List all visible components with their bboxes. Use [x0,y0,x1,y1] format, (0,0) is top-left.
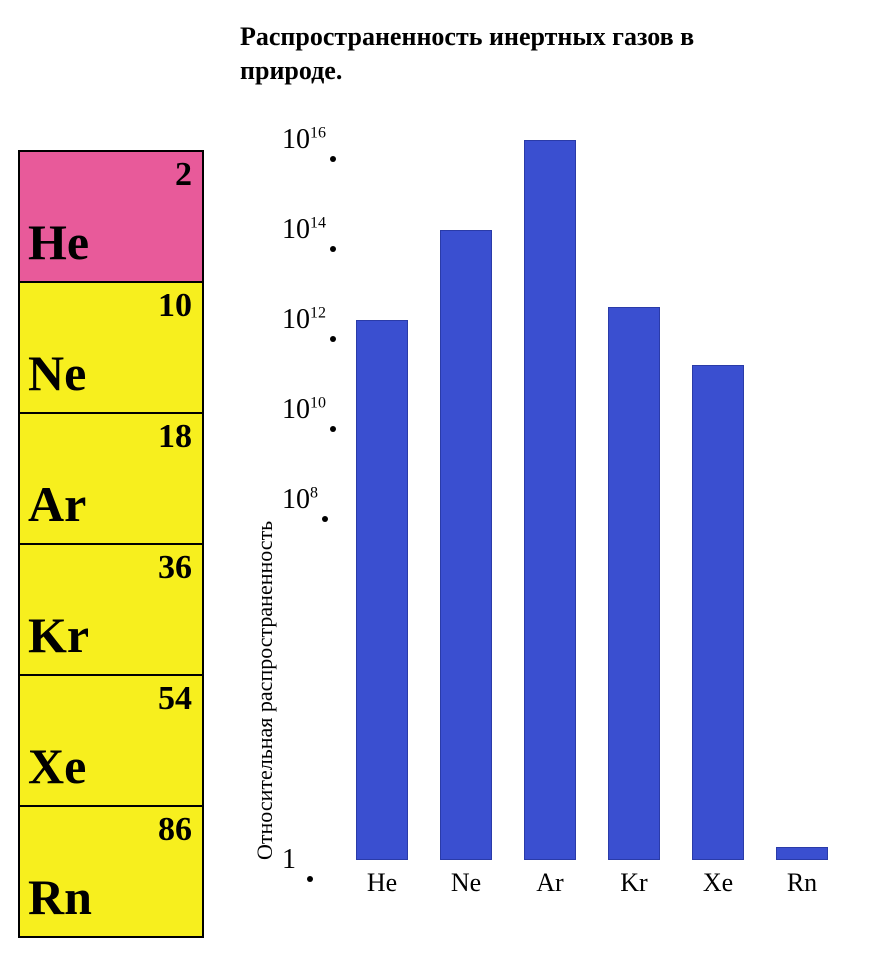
element-column: 2 He 10 Ne 18 Ar 36 Kr 54 Xe 86 Rn [18,150,204,938]
element-cell-rn: 86 Rn [19,806,203,937]
atomic-number: 2 [175,156,192,194]
plot-area [356,140,860,860]
atomic-number: 36 [158,549,192,587]
bar-he [356,320,408,860]
element-symbol: Kr [28,606,89,664]
x-label: Rn [776,868,828,898]
bar-ne [440,230,492,860]
y-tick: 1016 [282,124,336,162]
element-symbol: Ar [28,475,86,533]
atomic-number: 10 [158,287,192,325]
atomic-number: 86 [158,811,192,849]
x-label: Xe [692,868,744,898]
x-label: Ne [440,868,492,898]
abundance-chart: Относительная распространенность 1016101… [260,140,860,940]
y-tick: 1014 [282,214,336,252]
y-tick: 1012 [282,304,336,342]
y-axis-label: Относительная распространенность [252,521,278,860]
x-label: He [356,868,408,898]
bar-kr [608,307,660,861]
element-cell-ne: 10 Ne [19,282,203,413]
bar-xe [692,365,744,860]
element-symbol: Ne [28,344,86,402]
bar-rn [776,847,828,861]
element-cell-ar: 18 Ar [19,413,203,544]
y-tick: 108 [282,484,328,522]
y-tick: 1 [282,844,313,882]
element-cell-xe: 54 Xe [19,675,203,806]
atomic-number: 54 [158,680,192,718]
element-symbol: Xe [28,737,86,795]
element-cell-he: 2 He [19,151,203,282]
element-symbol: Rn [28,868,92,926]
bar-ar [524,140,576,860]
element-cell-kr: 36 Kr [19,544,203,675]
y-tick: 1010 [282,394,336,432]
atomic-number: 18 [158,418,192,456]
x-label: Kr [608,868,660,898]
chart-title: Распространенность инертных газов в прир… [240,20,800,88]
element-symbol: He [28,213,89,271]
x-label: Ar [524,868,576,898]
